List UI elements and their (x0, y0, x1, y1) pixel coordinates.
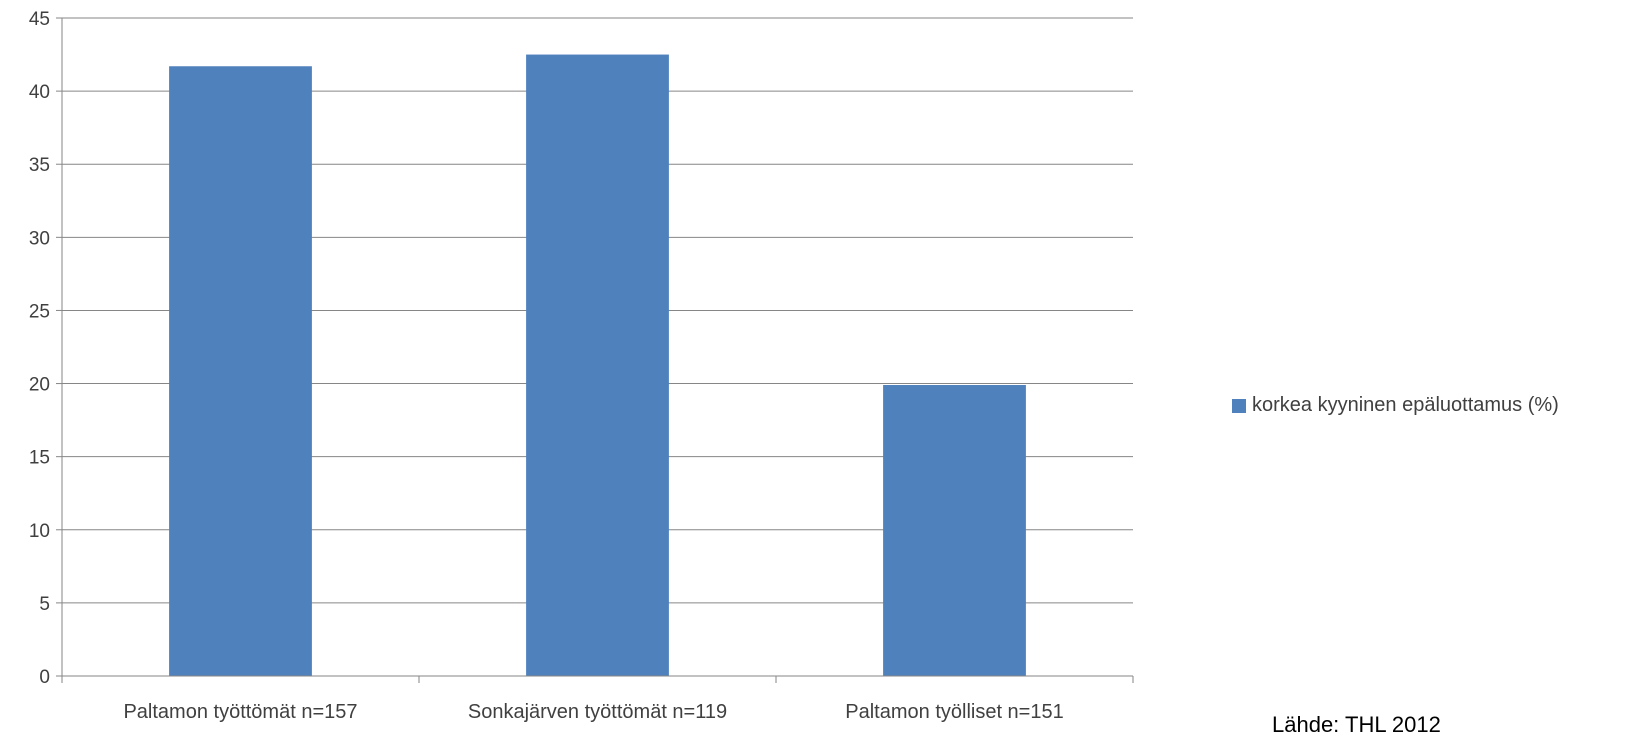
y-tick-label: 20 (29, 375, 50, 396)
bar (526, 54, 669, 677)
y-tick-label: 35 (29, 155, 50, 176)
y-tick-label: 30 (29, 228, 50, 249)
tick-labels: 0 5 10 15 20 25 30 35 40 45 Paltamon työttömät n=1… (29, 9, 1064, 723)
y-tick-label: 15 (29, 448, 50, 469)
y-tick-label: 5 (39, 594, 50, 615)
legend-label: korkea kyyninen epäluottamus (%) (1252, 394, 1559, 416)
source-note: Lähde: THL 2012 (1272, 712, 1441, 737)
y-tick-label: 10 (29, 521, 50, 542)
x-category-label: Sonkajärven työttömät n=119 (468, 701, 727, 723)
bar (883, 385, 1026, 676)
legend-swatch (1232, 398, 1246, 413)
y-tick-label: 25 (29, 301, 50, 322)
legend: korkea kyyninen epäluottamus (%) (1232, 394, 1559, 417)
axes (56, 17, 1134, 683)
y-tick-label: 0 (39, 667, 50, 688)
y-tick-label: 45 (29, 9, 50, 30)
bars (169, 54, 1026, 677)
y-tick-label: 40 (29, 82, 50, 103)
x-category-label: Paltamon työttömät n=157 (123, 701, 357, 723)
bar (169, 66, 312, 676)
x-category-label: Paltamon työlliset n=151 (845, 701, 1063, 723)
